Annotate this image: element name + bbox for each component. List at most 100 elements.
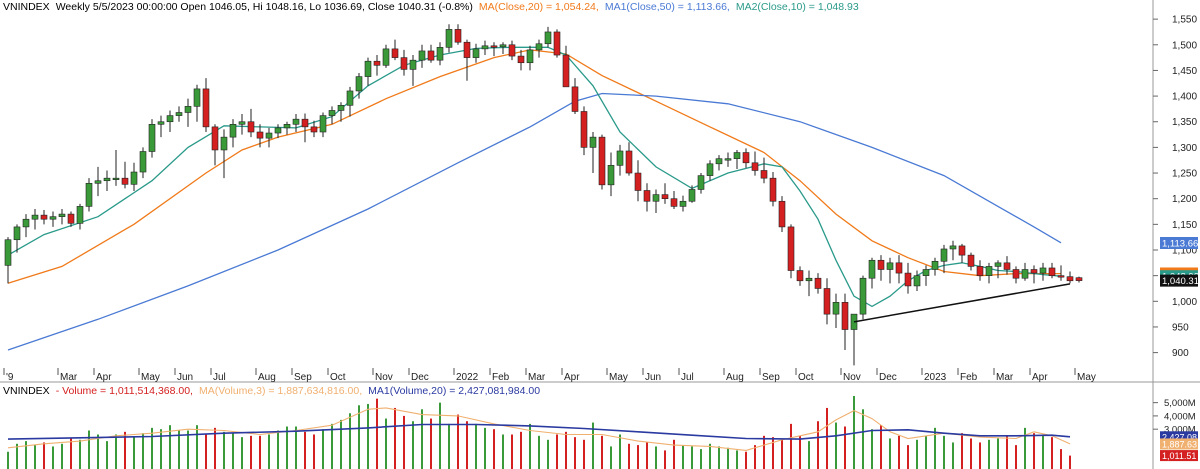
volume-bars[interactable] [7, 396, 1071, 469]
ma-line-ma2-close-10- [7, 46, 1062, 308]
candle-body [904, 272, 912, 287]
candle-body [697, 175, 705, 190]
candle [553, 29, 561, 58]
volume-bar [169, 425, 171, 469]
volume-bar [835, 422, 837, 469]
candle [364, 57, 372, 86]
candle-body [247, 121, 255, 133]
price-tag-box [1160, 236, 1198, 249]
candle [688, 185, 696, 203]
candle-body [256, 131, 264, 139]
candle [751, 151, 759, 176]
candle [274, 124, 282, 139]
candle [706, 160, 714, 181]
volume-bar [7, 451, 9, 469]
candle-body [463, 41, 471, 58]
price-tick-label: 1,400 [1172, 92, 1197, 103]
volume-bar [295, 426, 297, 469]
candle-body [832, 302, 840, 315]
candle-body [283, 124, 291, 129]
price-tag-label: 1,040.31 [1162, 276, 1199, 287]
candle-body [877, 259, 885, 270]
candle [571, 78, 579, 115]
candle [634, 160, 642, 202]
candle-body [13, 226, 21, 241]
candle-body [598, 136, 606, 186]
candle [832, 293, 840, 328]
volume-bar [79, 439, 81, 469]
volume-value: - Volume = 1,011,514,368.00, [55, 385, 193, 397]
price-header: VNINDEX Weekly 5/5/2023 00:00:00 Open 104… [3, 1, 865, 13]
candle [1048, 262, 1056, 279]
volume-bar [934, 427, 936, 469]
volume-bar [394, 407, 396, 469]
candle-body [445, 29, 453, 48]
volume-bar [313, 434, 315, 469]
candle [1003, 256, 1011, 275]
candle-body [805, 277, 813, 282]
volume-bar [34, 445, 36, 469]
candle [1030, 265, 1038, 284]
candle-body [859, 277, 867, 315]
candle [526, 45, 534, 71]
candle [229, 119, 237, 148]
candle-body [940, 248, 948, 262]
volume-bar [799, 435, 801, 469]
candle-body [769, 177, 777, 202]
price-tick-label: 1,500 [1172, 40, 1197, 51]
volume-ma20: MA1(Volume,20) = 2,427,081,984.00 [368, 385, 541, 397]
time-tick-label: May [141, 372, 160, 383]
candle [958, 243, 966, 263]
candle-body [508, 44, 516, 57]
time-tick-label: Mar [528, 372, 546, 383]
candle [679, 195, 687, 212]
candle-body [31, 214, 39, 220]
candle-body [40, 214, 48, 220]
candle-body [553, 31, 561, 56]
time-tick-label: Nov [843, 372, 861, 383]
candle [544, 26, 552, 48]
candle-body [562, 54, 570, 88]
volume-header: VNINDEX - Volume = 1,011,514,368.00, MA(Vo… [3, 385, 546, 397]
volume-bar [61, 443, 63, 469]
ma-line-ma1-close-50- [7, 92, 1062, 351]
candle [715, 155, 723, 171]
candle-body [580, 111, 588, 148]
candle [490, 42, 498, 57]
volume-bar [538, 435, 540, 469]
price-tick-label: 1,350 [1172, 117, 1197, 128]
candle [148, 119, 156, 158]
time-tick-label: Oct [330, 372, 346, 383]
candle-body [337, 105, 345, 111]
volume-bar [421, 409, 423, 469]
volume-bar [187, 430, 189, 469]
volume-moving-averages [7, 407, 1071, 451]
volume-bar [718, 446, 720, 469]
volume-bar [907, 445, 909, 469]
volume-bar [223, 431, 225, 469]
candle [787, 224, 795, 279]
candle [607, 152, 615, 197]
candle-body [886, 262, 894, 270]
candle [355, 73, 363, 99]
candle [823, 278, 831, 325]
time-tick-label: Jul [681, 372, 694, 383]
candle-body [346, 90, 354, 106]
volume-bar [844, 426, 846, 469]
candle-body [328, 110, 336, 116]
volume-bar [646, 442, 648, 469]
volume-bar [583, 439, 585, 469]
candle [58, 208, 66, 225]
candle [382, 44, 390, 68]
price-candles[interactable] [4, 24, 1083, 366]
candle-body [895, 262, 903, 274]
time-tick-label: Feb [960, 372, 978, 383]
candle [256, 124, 264, 148]
candle-body [517, 55, 525, 64]
candle-body [85, 183, 93, 207]
candle [193, 84, 201, 122]
candle [67, 211, 75, 227]
candle-body [472, 48, 480, 58]
price-tick-label: 1,200 [1172, 194, 1197, 205]
